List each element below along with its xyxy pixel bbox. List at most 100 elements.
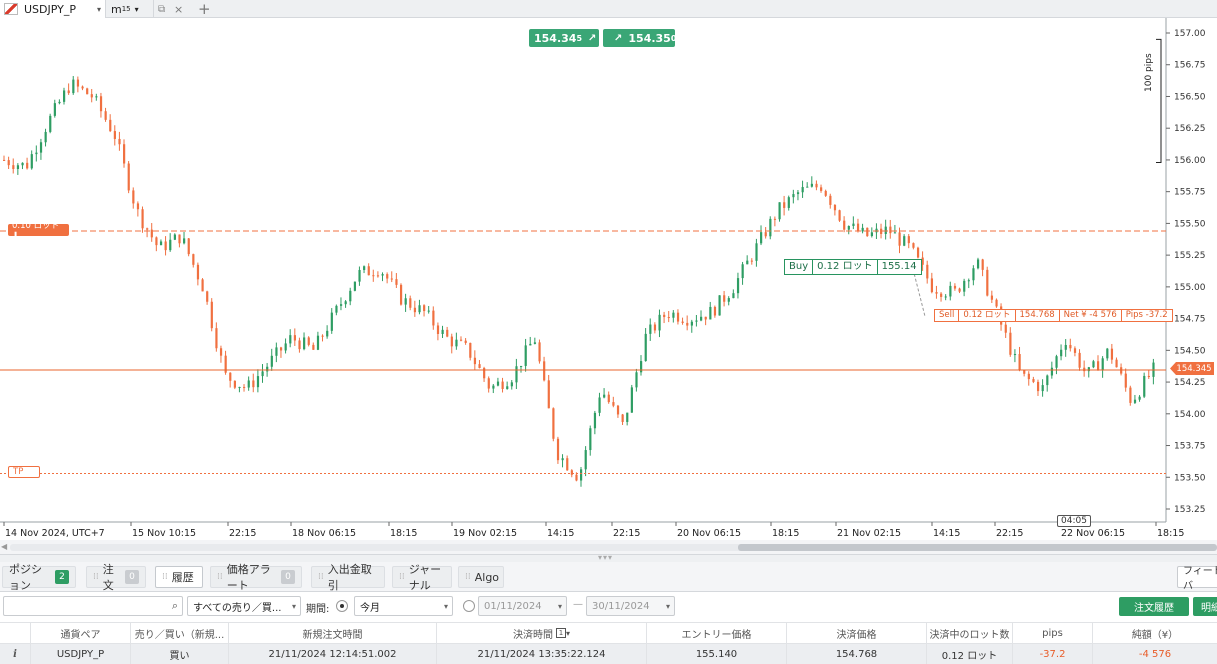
- candle-body: [136, 203, 140, 210]
- candle-body: [566, 458, 569, 471]
- feedback-button[interactable]: フィードバ: [1177, 566, 1217, 592]
- detach-icon[interactable]: ⧉: [158, 3, 166, 15]
- candle-body: [1147, 375, 1150, 377]
- candle-body: [926, 264, 929, 279]
- price-tick-label: 153.25: [1174, 505, 1206, 515]
- candle-body: [1101, 358, 1104, 371]
- candle-body: [1092, 361, 1095, 368]
- timeframe-selector[interactable]: m 15 ▾: [106, 0, 154, 18]
- candle-body: [1096, 361, 1100, 371]
- candle-body: [524, 345, 527, 366]
- drag-grip-icon: ⁞⁞: [217, 572, 223, 582]
- timeframe-sub: 15: [121, 5, 131, 13]
- candle-body: [312, 344, 315, 350]
- header-pair[interactable]: 通貨ペア: [30, 623, 130, 643]
- time-axis[interactable]: 14 Nov 2024, UTC+7 15 Nov 10:15 22:15 18 No…: [3, 522, 1184, 539]
- price-tick-label: 157.00: [1174, 29, 1206, 39]
- candle-body: [423, 305, 426, 312]
- candle-body: [390, 278, 393, 280]
- add-tab-icon[interactable]: +: [198, 0, 211, 18]
- candle-body: [603, 394, 606, 398]
- candle-body: [3, 159, 6, 161]
- candle-body: [363, 266, 366, 270]
- panel-splitter[interactable]: ▾▾▾: [0, 553, 1217, 562]
- tab-transactions[interactable]: ⁞⁞ 入出金取引: [311, 563, 385, 592]
- scroll-left-icon[interactable]: ◀: [1, 542, 8, 551]
- search-icon[interactable]: ⌕: [171, 599, 178, 612]
- chevron-down-icon[interactable]: ▾: [96, 4, 101, 14]
- month-select[interactable]: 今月 ▾: [354, 596, 453, 616]
- chart-canvas[interactable]: 157.00 156.75 156.50 156.25 156.00 155.75 155.…: [0, 18, 1217, 540]
- candle-body: [1110, 348, 1114, 360]
- candle-body: [1018, 354, 1021, 370]
- close-icon[interactable]: ×: [174, 2, 184, 16]
- sort-order-badge: 1: [555, 628, 566, 638]
- candle-body: [506, 386, 509, 389]
- info-icon[interactable]: i: [0, 644, 30, 664]
- header-pips[interactable]: pips: [1012, 623, 1092, 643]
- table-row[interactable]: i USDJPY_P 買い 21/11/2024 12:14:51.002 21…: [0, 644, 1217, 664]
- search-input[interactable]: ⌕: [3, 596, 183, 616]
- statement-button[interactable]: 明細: [1193, 597, 1217, 616]
- price-chart[interactable]: 157.00 156.75 156.50 156.25 156.00 155.75 155.…: [0, 18, 1217, 546]
- candle-body: [427, 310, 430, 312]
- scroll-track[interactable]: [10, 544, 1210, 551]
- header-entry-price[interactable]: エントリー価格: [646, 623, 786, 643]
- candle-body: [1143, 375, 1146, 397]
- header-net[interactable]: 純額（¥）: [1092, 623, 1217, 643]
- chart-scrollbar[interactable]: ◀: [0, 540, 1217, 554]
- candle-body: [441, 329, 444, 334]
- header-lots[interactable]: 決済中のロット数: [926, 623, 1012, 643]
- candle-body: [303, 337, 306, 350]
- candle-body: [1078, 352, 1081, 368]
- sell-trade-marker[interactable]: Sell 0.12 ロット 154.768 Net ¥ -4 576 Pips …: [934, 309, 1173, 322]
- candle-body: [829, 195, 832, 205]
- header-close-time[interactable]: 決済時間 1 ▾: [436, 623, 646, 643]
- candle-body: [104, 111, 107, 120]
- candle-body: [990, 295, 994, 300]
- candle-body: [575, 474, 578, 481]
- take-profit-tag[interactable]: TP: [8, 466, 40, 478]
- period-month-radio[interactable]: [336, 600, 348, 612]
- pips-scale-label: 100 pips: [1144, 53, 1154, 92]
- buy-trade-marker[interactable]: Buy 0.12 ロット 155.14: [784, 259, 922, 275]
- symbol-name: USDJPY_P: [24, 2, 76, 16]
- time-tick-label: 22:15: [613, 528, 640, 539]
- candle-body: [183, 238, 186, 244]
- date-to-field[interactable]: 30/11/2024 ▾: [586, 596, 675, 616]
- tab-journal[interactable]: ⁞⁞ ジャーナル: [392, 563, 452, 592]
- header-open-time[interactable]: 新規注文時間: [228, 623, 436, 643]
- candle-body: [880, 228, 883, 234]
- order-history-button[interactable]: 注文履歴: [1119, 597, 1189, 616]
- symbol-tab[interactable]: USDJPY_P ▾: [0, 0, 106, 18]
- tab-orders[interactable]: ⁞⁞ 注文 0: [86, 563, 146, 592]
- sell-quote-button[interactable]: 154.34 5 ↗: [529, 29, 599, 47]
- candle-body: [672, 312, 675, 318]
- candle-body: [326, 330, 329, 337]
- price-axis[interactable]: 157.00 156.75 156.50 156.25 156.00 155.75 155.…: [1156, 29, 1206, 515]
- scroll-thumb[interactable]: [738, 544, 1217, 551]
- candle-body: [815, 183, 818, 188]
- candle-body: [769, 218, 772, 237]
- candle-body: [413, 307, 417, 313]
- candle-body: [473, 357, 477, 365]
- side-filter-select[interactable]: すべての売り／買... ▾: [187, 596, 301, 616]
- candle-body: [446, 329, 449, 337]
- buy-quote-button[interactable]: ↗ 154.35 0: [603, 29, 676, 47]
- candle-body: [686, 322, 689, 326]
- chevron-down-icon[interactable]: ▾: [134, 4, 139, 14]
- candle-body: [612, 402, 615, 406]
- date-from-field[interactable]: 01/11/2024 ▾: [478, 596, 567, 616]
- candle-body: [233, 380, 236, 388]
- tab-positions[interactable]: ポジション 2: [2, 563, 76, 592]
- pending-order-tag[interactable]: 0.10 ロット ⬇: [8, 221, 69, 241]
- header-side[interactable]: 売り／買い（新規...: [130, 623, 228, 643]
- buy-lots: 0.12 ロット: [813, 260, 878, 274]
- tab-algo[interactable]: ⁞⁞ Algo: [458, 566, 504, 588]
- candle-body: [589, 428, 592, 451]
- tab-history[interactable]: ⁞⁞ 履歴: [155, 566, 203, 588]
- tab-price-alerts[interactable]: ⁞⁞ 価格アラート 0: [210, 563, 302, 592]
- header-exit-price[interactable]: 決済価格: [786, 623, 926, 643]
- splitter-grip-icon[interactable]: ▾▾▾: [598, 553, 614, 562]
- period-range-radio[interactable]: [463, 600, 475, 612]
